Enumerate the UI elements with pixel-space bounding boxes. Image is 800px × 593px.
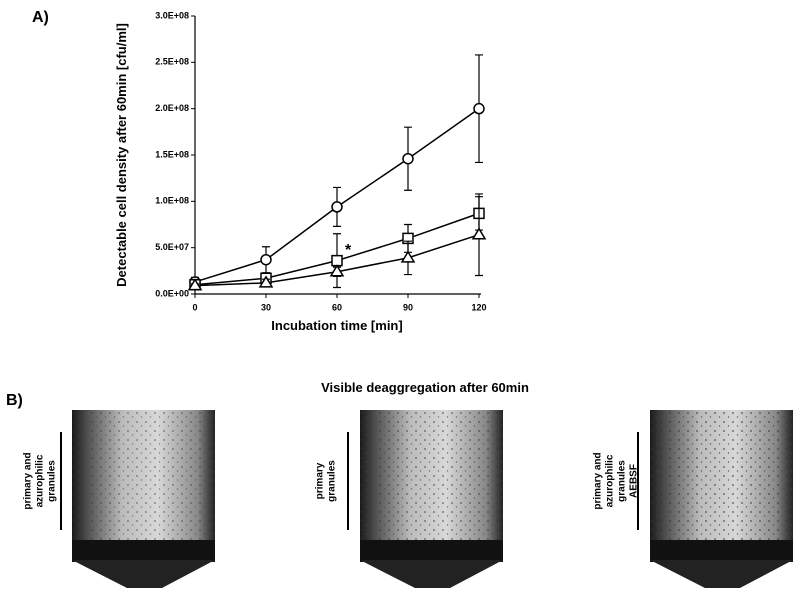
image-label: azurophilic: [35, 454, 46, 507]
image-label: granules: [617, 460, 628, 502]
x-tick-label: 90: [403, 302, 413, 312]
marker: [331, 254, 343, 267]
image-label: primary and: [593, 452, 604, 509]
annotation: *: [345, 242, 352, 259]
x-tick-label: 30: [261, 302, 271, 312]
x-tick-label: 0: [192, 302, 197, 312]
y-tick-label: 1.5E+08: [155, 149, 189, 159]
image-label: primary and: [23, 452, 34, 509]
image-label: primary: [315, 462, 326, 499]
image-label: granules: [47, 460, 58, 502]
tube-photo: [650, 410, 793, 588]
image-label: AEBSF: [629, 464, 640, 498]
panel-label: A): [32, 9, 49, 26]
x-tick-label: 120: [471, 302, 486, 312]
y-tick-label: 2.0E+08: [155, 103, 189, 113]
y-tick-label: 1.0E+08: [155, 196, 189, 206]
y-tick-label: 0.0E+00: [155, 288, 189, 298]
marker: [331, 201, 343, 213]
image-label: azurophilic: [605, 454, 616, 507]
panel-label: B): [6, 392, 23, 409]
marker: [258, 275, 274, 288]
panel-title: Visible deaggregation after 60min: [321, 380, 529, 395]
image-label: granules: [327, 460, 338, 502]
marker: [473, 102, 485, 115]
marker: [329, 264, 345, 277]
y-tick-label: 3.0E+08: [155, 10, 189, 20]
marker: [400, 250, 416, 263]
tube-photo: [360, 410, 503, 588]
marker: [471, 227, 487, 240]
y-tick-label: 2.5E+08: [155, 57, 189, 67]
marker: [402, 152, 414, 165]
y-axis-title: Detectable cell density after 60min [cfu…: [114, 23, 129, 287]
x-axis-title: Incubation time [min]: [271, 318, 402, 333]
x-tick-label: 60: [332, 302, 342, 312]
y-tick-label: 5.0E+07: [155, 242, 189, 252]
tube-photo: [72, 410, 215, 588]
marker: [187, 278, 203, 291]
marker: [260, 253, 272, 266]
images: [60, 410, 793, 588]
